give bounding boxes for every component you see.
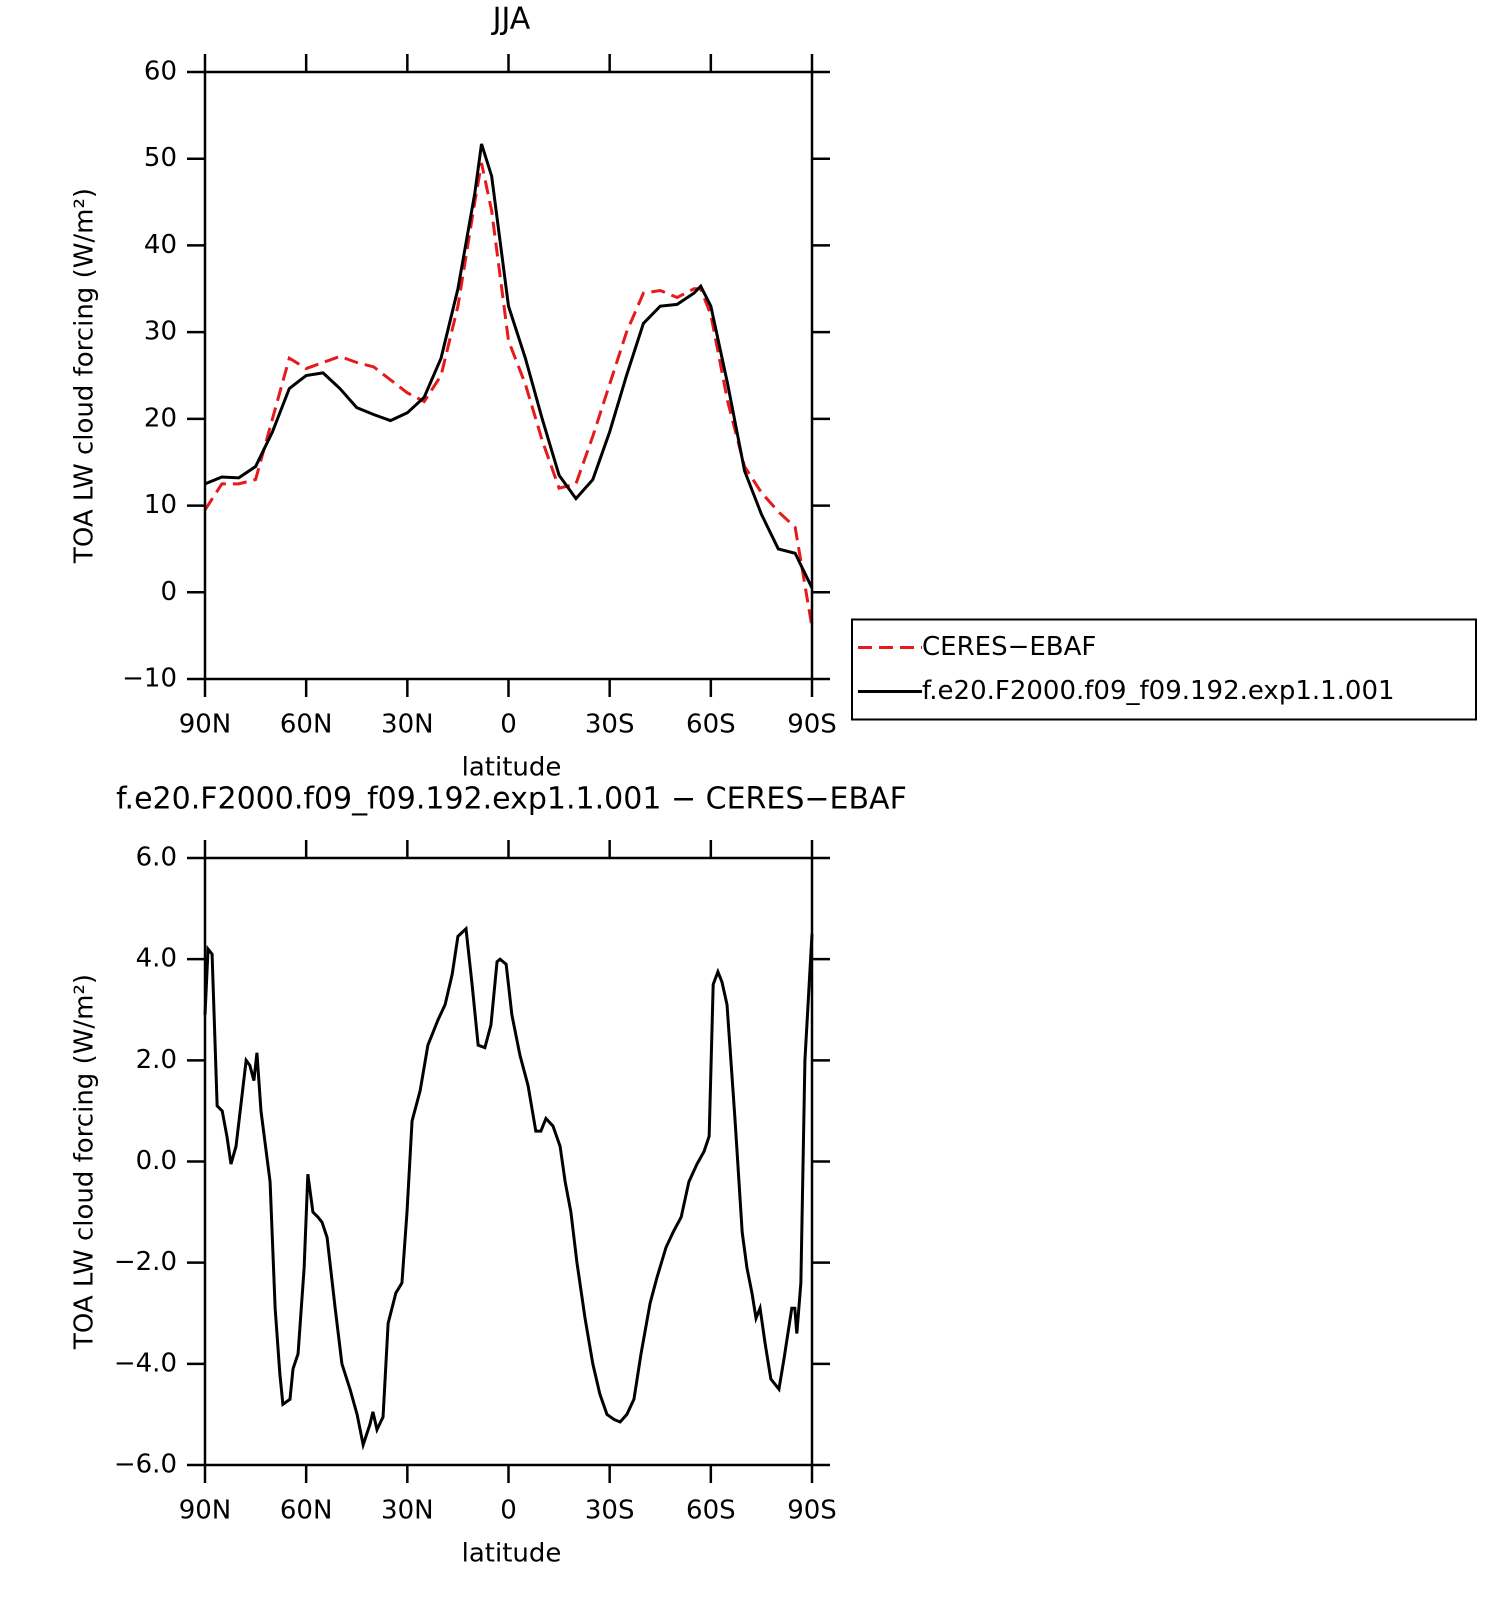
data-line (204, 143, 814, 589)
chart-title: f.e20.F2000.f09_f09.192.exp1.1.001 − CER… (116, 782, 907, 817)
y-tick-label: 60 (144, 57, 177, 87)
x-tick-label: 60N (280, 710, 333, 740)
y-tick-label: 10 (144, 490, 177, 520)
x-axis-title: latitude (462, 753, 562, 783)
y-tick-label: 4.0 (136, 944, 177, 974)
x-tick-label: 60S (686, 710, 736, 740)
y-tick-label: 2.0 (136, 1045, 177, 1075)
y-axis-title: TOA LW cloud forcing (W/m²) (70, 974, 100, 1350)
legend-label: CERES−EBAF (922, 632, 1096, 662)
x-tick-label: 90S (787, 1496, 837, 1526)
y-tick-label: 40 (144, 230, 177, 260)
data-line (203, 162, 814, 628)
data-line (203, 925, 814, 1451)
y-tick-label: −4.0 (114, 1348, 177, 1378)
y-tick-label: 6.0 (136, 843, 177, 873)
x-tick-label: 90S (787, 710, 837, 740)
y-tick-label: 20 (144, 403, 177, 433)
x-tick-label: 60N (280, 1496, 333, 1526)
y-tick-label: 50 (144, 143, 177, 173)
plot-frame (203, 856, 814, 1467)
x-tick-label: 90N (179, 710, 232, 740)
x-tick-label: 30N (381, 1496, 434, 1526)
y-tick-label: −6.0 (114, 1450, 177, 1480)
y-tick-label: −10 (122, 664, 177, 694)
y-tick-label: −2.0 (114, 1247, 177, 1277)
x-tick-label: 0 (500, 710, 517, 740)
x-tick-label: 0 (500, 1496, 517, 1526)
y-tick-label: 0.0 (136, 1146, 177, 1176)
x-tick-label: 90N (179, 1496, 232, 1526)
x-tick-label: 30S (585, 1496, 635, 1526)
y-axis-title: TOA LW cloud forcing (W/m²) (70, 188, 100, 564)
x-axis-title: latitude (462, 1539, 562, 1569)
x-tick-label: 30N (381, 710, 434, 740)
x-tick-label: 60S (686, 1496, 736, 1526)
legend-box (851, 618, 1477, 721)
x-tick-label: 30S (585, 710, 635, 740)
legend-label: f.e20.F2000.f09_f09.192.exp1.1.001 (922, 676, 1395, 706)
chart-title: JJA (491, 2, 531, 37)
y-tick-label: 0 (160, 577, 177, 607)
y-tick-label: 30 (144, 317, 177, 347)
plot-frame (203, 70, 814, 681)
